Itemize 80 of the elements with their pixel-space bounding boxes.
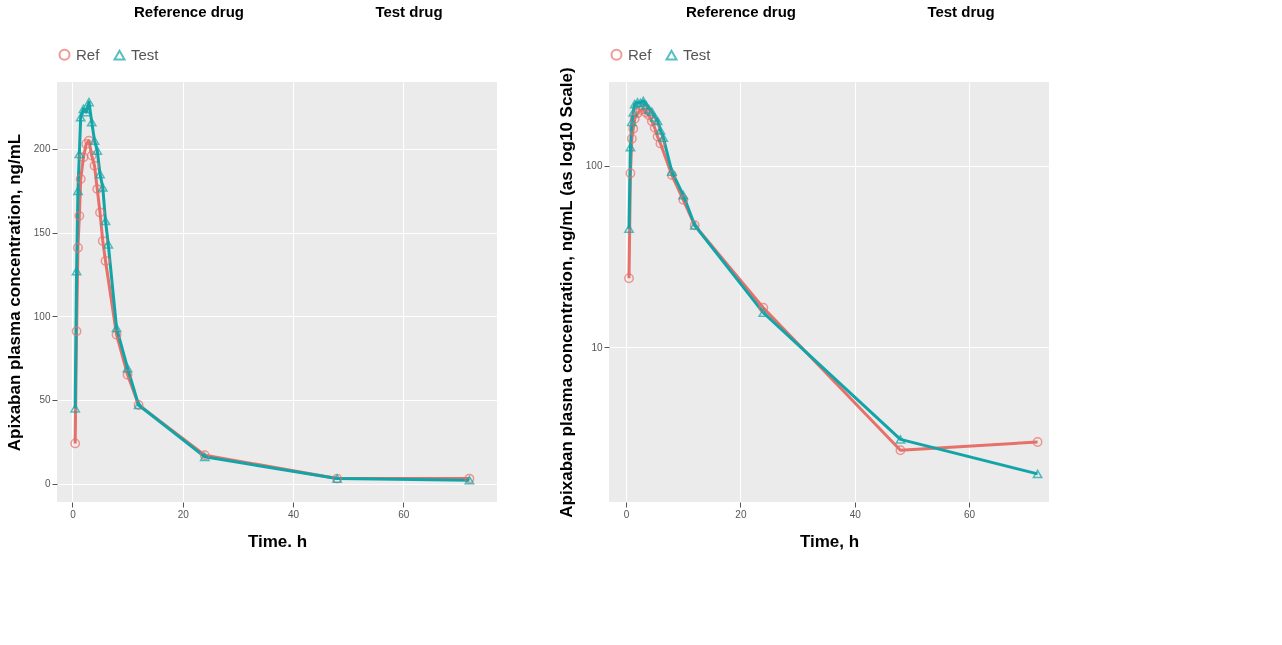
point (89, 136, 100, 145)
y-tick-label: 100 (33, 310, 51, 322)
point (86, 150, 97, 161)
point (75, 112, 86, 122)
y-tick-label: 150 (33, 227, 51, 239)
y-axis-title: Apixaban plasma concentration, ng/mL (as log10 Scale) (556, 67, 576, 518)
x-tick-label: 60 (398, 508, 410, 520)
point (628, 123, 639, 134)
x-axis-title: Time. h (247, 531, 308, 551)
point (658, 133, 669, 143)
x-tick-label: 40 (287, 508, 300, 520)
point (86, 117, 97, 127)
x-axis-title: Time, h (799, 531, 860, 551)
point (122, 369, 133, 380)
point (71, 266, 82, 276)
point (73, 242, 83, 253)
y-tick-label: 0 (44, 478, 51, 490)
point (111, 329, 122, 340)
point (97, 236, 108, 246)
point (628, 108, 639, 117)
text: Reference drug (133, 3, 245, 20)
point (678, 194, 689, 205)
point (92, 146, 103, 155)
x-tick-label: 40 (849, 508, 862, 520)
point (649, 113, 660, 122)
point (625, 168, 636, 179)
point (666, 167, 677, 176)
text: Test drug (375, 3, 443, 20)
point (74, 210, 85, 221)
text: Test drug (927, 3, 995, 20)
y-axis-title: Apixaban plasma concentration, ng/mL (4, 133, 24, 452)
x-tick-label: 20 (177, 508, 190, 520)
point (1032, 469, 1043, 479)
x-tick-label: 0 (70, 508, 77, 520)
point (95, 207, 105, 218)
x-tick-label: 60 (963, 508, 976, 520)
point (895, 445, 906, 456)
point (71, 326, 82, 337)
point (666, 170, 677, 180)
point (649, 122, 660, 133)
point (70, 438, 81, 449)
point (97, 183, 108, 192)
text: Reference drug (685, 3, 797, 20)
point (111, 323, 122, 333)
legend-label: Ref (628, 45, 653, 63)
y-tick-label: 10 (591, 341, 603, 353)
legend-label: Test (683, 46, 712, 64)
point (652, 116, 663, 126)
legend-label: Ref (76, 45, 101, 63)
point (89, 160, 100, 171)
point (73, 186, 83, 196)
point (625, 142, 636, 152)
legend-label: Test (131, 46, 160, 64)
x-tick-label: 0 (623, 508, 630, 520)
point (626, 133, 637, 144)
point (624, 224, 634, 234)
point (626, 117, 637, 127)
point (641, 100, 652, 110)
point (122, 363, 133, 373)
point (655, 125, 666, 135)
y-tick-label: 200 (33, 143, 51, 155)
point (646, 116, 657, 127)
point (75, 174, 86, 184)
point (100, 256, 111, 266)
point (895, 435, 906, 444)
point (655, 138, 666, 149)
point (100, 216, 111, 226)
point (758, 308, 769, 318)
point (1032, 437, 1043, 447)
point (84, 97, 94, 107)
point (92, 184, 103, 195)
point (758, 302, 769, 313)
point (624, 273, 634, 284)
y-tick-label: 50 (39, 394, 51, 406)
point (678, 190, 689, 200)
x-tick-label: 20 (735, 508, 747, 520)
point (78, 152, 89, 163)
point (103, 239, 114, 249)
y-tick-label: 100 (585, 160, 603, 172)
point (652, 131, 663, 142)
